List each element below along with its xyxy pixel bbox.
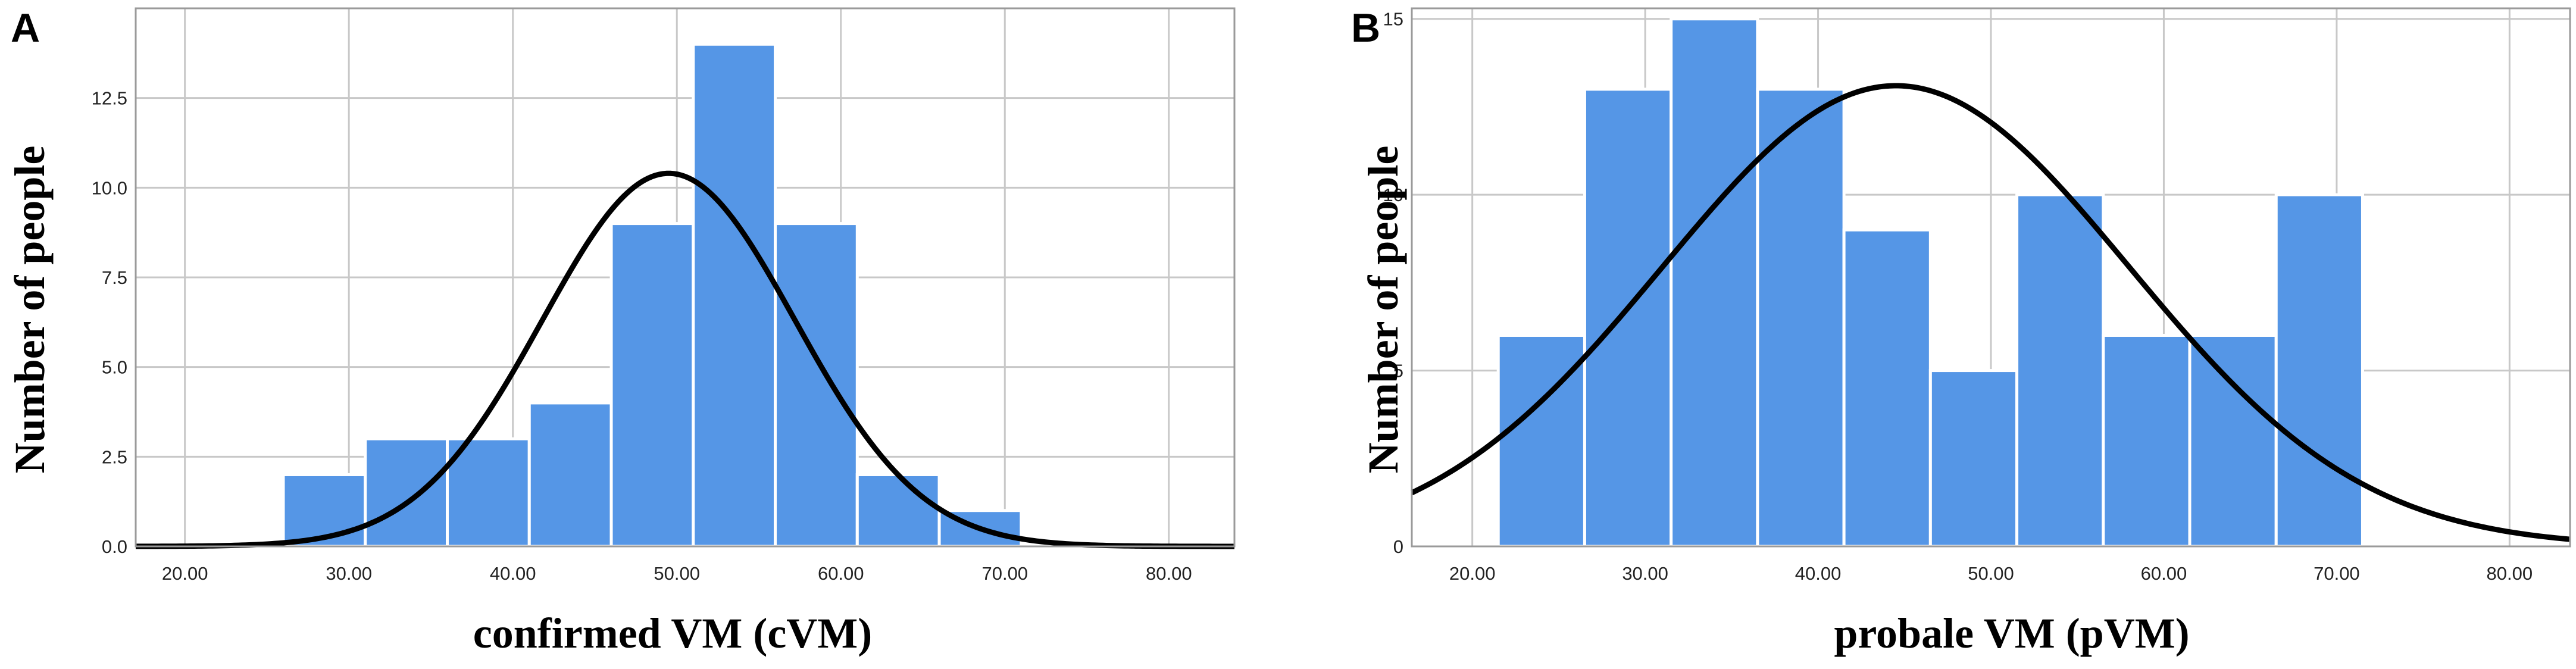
bar-b-1: [1583, 87, 1673, 548]
y-tick-label-a-0: 0.0: [102, 536, 127, 557]
x-tick-label-b-0: 20.00: [1449, 563, 1496, 584]
histogram-panel-b: B 0 5 10 15 20.00 30.00 40.00 50.00 60.00 70.00 8…: [1351, 5, 2571, 657]
x-axis-title-b: probale VM (pVM): [1834, 609, 2189, 657]
bar-b-8: [2188, 333, 2278, 548]
y-tick-label-a-5: 12.5: [92, 88, 127, 109]
bars-b: [1496, 17, 2364, 548]
bar-b-2: [1670, 17, 1759, 548]
bars-a: [282, 42, 1023, 548]
y-tick-label-b-0: 0: [1393, 536, 1403, 557]
bar-b-3: [1756, 87, 1846, 548]
x-tick-label-b-2: 40.00: [1795, 563, 1842, 584]
y-tick-label-a-1: 2.5: [102, 446, 127, 467]
panel-letter-a: A: [11, 5, 40, 51]
x-tick-label-a-6: 80.00: [1146, 563, 1192, 584]
y-tick-label-a-3: 7.5: [102, 267, 127, 288]
y-ticks-b: 0 5 10 15: [1383, 9, 1403, 557]
normal-curve-b: [1411, 83, 2571, 542]
bar-a-3: [527, 401, 613, 548]
x-tick-label-b-5: 70.00: [2314, 563, 2360, 584]
bar-a-4: [609, 222, 695, 548]
bar-b-6: [2015, 193, 2105, 548]
x-tick-label-a-5: 70.00: [981, 563, 1028, 584]
bar-a-5: [692, 42, 777, 548]
x-tick-label-a-3: 50.00: [654, 563, 700, 584]
y-tick-label-a-2: 5.0: [102, 357, 127, 378]
panel-letter-b: B: [1351, 5, 1380, 51]
bar-a-1: [364, 437, 449, 548]
y-ticks-a: 0.0 2.5 5.0 7.5 10.0 12.5: [92, 88, 127, 557]
x-tick-label-b-4: 60.00: [2141, 563, 2187, 584]
x-tick-label-a-4: 60.00: [818, 563, 864, 584]
x-tick-label-a-1: 30.00: [326, 563, 372, 584]
y-tick-label-b-1: 5: [1393, 361, 1403, 382]
y-axis-title-a: Number of people: [6, 146, 54, 474]
x-axis-title-a: confirmed VM (cVM): [473, 609, 872, 657]
bar-a-6: [774, 222, 859, 548]
plot-frame-b: [1411, 7, 2571, 548]
y-axis-title-b: Number of people: [1359, 146, 1407, 474]
histogram-panel-a: A 0.0 2.5 5.0 7.5 10.0 12.5 20.00 30.00 40.00 50…: [6, 5, 1236, 657]
y-tick-label-a-4: 10.0: [92, 177, 127, 198]
x-ticks-b: 20.00 30.00 40.00 50.00 60.00 70.00 80.00: [1449, 563, 2533, 584]
x-tick-label-a-0: 20.00: [162, 563, 208, 584]
bar-b-5: [1928, 369, 2019, 548]
bar-b-9: [2274, 193, 2364, 548]
bar-a-7: [855, 473, 941, 548]
y-tick-label-b-2: 10: [1383, 185, 1403, 205]
bar-b-7: [2102, 333, 2192, 548]
x-tick-label-b-1: 30.00: [1622, 563, 1668, 584]
x-ticks-a: 20.00 30.00 40.00 50.00 60.00 70.00 80.00: [162, 563, 1192, 584]
bar-b-4: [1842, 228, 1932, 548]
x-tick-label-a-2: 40.00: [490, 563, 536, 584]
x-tick-label-b-3: 50.00: [1968, 563, 2014, 584]
plot-frame-a: [135, 7, 1236, 548]
x-tick-label-b-6: 80.00: [2487, 563, 2533, 584]
normal-curve-a: [135, 170, 1234, 549]
y-tick-label-b-3: 15: [1383, 9, 1403, 30]
